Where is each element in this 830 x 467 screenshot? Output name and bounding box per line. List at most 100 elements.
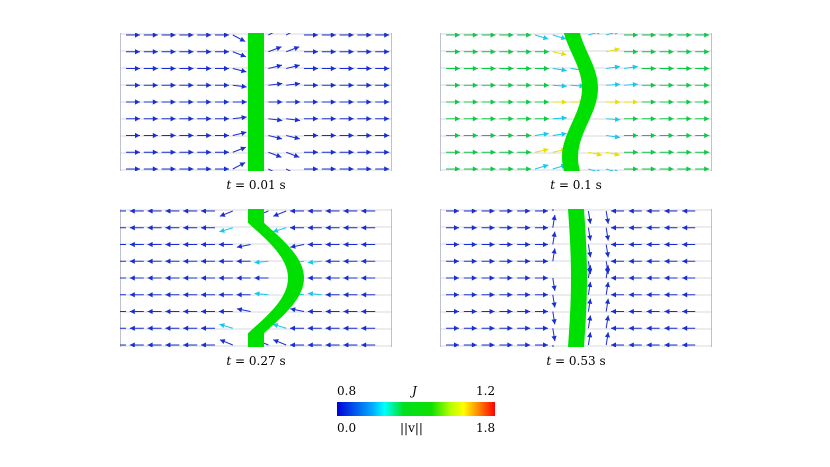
arrow-head [147,325,153,331]
velocity-arrow [664,258,678,264]
arrow-head [489,325,495,331]
velocity-arrow [611,292,624,298]
velocity-arrow [659,132,674,139]
arrow-head [201,292,206,298]
velocity-arrow [304,33,318,38]
velocity-arrow [517,308,531,315]
arrow-head [343,308,349,315]
arrow-head [454,308,459,315]
velocity-arrow [361,275,376,281]
velocity-arrow [179,49,194,55]
velocity-arrow [535,275,548,281]
arrow-head [614,33,618,35]
velocity-arrow [321,166,336,171]
velocity-arrow [695,149,710,155]
velocity-arrow [343,241,358,248]
velocity-arrow [201,241,215,248]
arrow-shaft [606,168,615,171]
velocity-arrow [201,292,215,298]
arrow-head [152,33,158,38]
velocity-arrow [463,116,478,122]
velocity-arrow [446,241,459,248]
velocity-arrow [446,116,460,122]
velocity-arrow [183,292,198,298]
arrow-head [544,82,549,88]
velocity-arrow [183,225,198,231]
velocity-arrow [604,298,611,312]
velocity-arrow [606,168,618,171]
arrow-head [170,166,176,171]
velocity-arrow [463,209,477,214]
velocity-arrow [517,149,532,155]
velocity-arrow [463,292,477,298]
membrane [248,209,304,347]
arrow-head [147,258,153,264]
arrow-head [664,258,670,264]
velocity-arrow [129,275,144,281]
arrow-head [325,308,331,315]
arrow-head [165,325,171,331]
arrow-head [633,149,638,155]
arrow-shaft [285,33,292,36]
velocity-arrow [517,166,532,171]
arrow-head [604,332,611,338]
arrow-head [129,209,135,214]
velocity-arrow [357,132,372,139]
velocity-arrow [183,241,198,248]
velocity-arrow [659,49,674,55]
velocity-arrow [499,209,513,214]
velocity-arrow [677,149,692,155]
velocity-arrow [682,209,696,214]
arrow-head [526,116,532,122]
arrow-head [224,33,229,38]
arrow-head [135,166,140,171]
velocity-arrow [517,65,532,72]
arrow-head [165,308,171,315]
velocity-arrow [179,116,194,122]
arrow-head [147,241,153,248]
arrow-head [307,308,313,315]
velocity-arrow [481,33,496,38]
arrow-head [290,209,295,214]
velocity-arrow [143,82,158,88]
velocity-arrow [664,325,678,331]
arrow-head [633,49,638,55]
velocity-arrow [147,325,162,331]
membrane [562,33,598,171]
velocity-arrow [695,33,710,38]
arrow-head [587,281,593,288]
velocity-arrow [535,241,548,248]
panel-t053 [440,209,712,347]
arrow-head [343,225,349,231]
velocity-arrow [624,166,638,171]
arrow-head [240,146,246,152]
arrow-head [224,99,229,105]
velocity-arrow [304,65,318,72]
velocity-arrow [552,67,567,73]
arrow-head [614,64,621,70]
velocity-arrow [534,163,549,170]
velocity-arrow [361,342,376,347]
caption-time-var: t [546,354,552,368]
velocity-arrow [165,258,180,264]
arrow-head [604,315,611,321]
velocity-arrow [446,342,459,347]
velocity-arrow [161,65,176,72]
velocity-arrow [286,117,301,123]
velocity-arrow [499,275,513,281]
arrow-head [361,225,367,231]
arrow-head [489,308,495,315]
arrow-head [454,292,459,298]
velocity-arrow [304,166,318,171]
velocity-arrow [304,149,318,155]
flow-field-panel-4 [440,209,712,347]
velocity-arrow [623,64,638,70]
velocity-arrow [215,49,229,55]
velocity-arrow [268,63,283,69]
arrow-head [686,33,692,38]
arrow-head [686,132,692,139]
velocity-arrow [286,46,300,53]
arrow-head [330,149,336,155]
arrow-head [325,292,331,298]
velocity-arrow [695,166,710,171]
